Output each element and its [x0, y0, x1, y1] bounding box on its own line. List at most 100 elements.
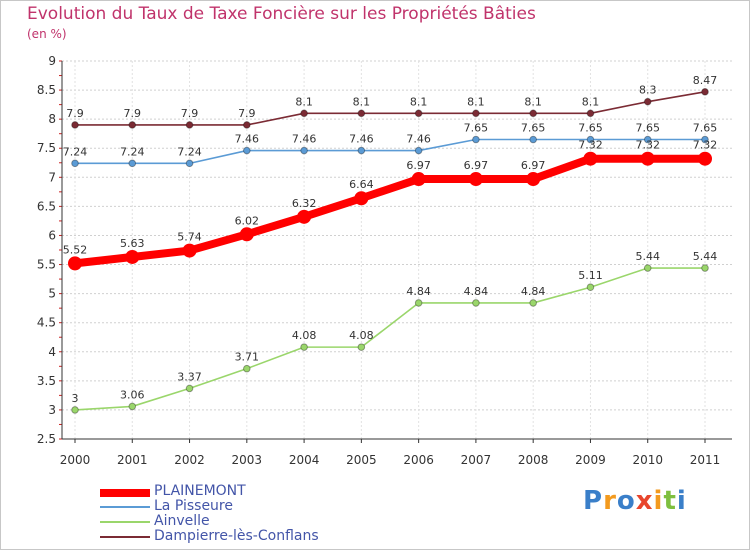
data-point	[357, 146, 366, 155]
legend-label-ainvelle: Ainvelle	[154, 513, 210, 529]
data-point	[586, 283, 595, 292]
data-label: 8.1	[410, 95, 428, 108]
data-point	[354, 191, 369, 206]
data-point	[643, 97, 652, 106]
x-tick-label: 2006	[403, 453, 434, 467]
data-point	[71, 406, 79, 414]
x-tick-label: 2005	[346, 453, 377, 467]
x-tick-label: 2009	[575, 453, 606, 467]
data-point	[526, 172, 541, 187]
data-point	[71, 121, 79, 129]
series-line-la-pisseure	[75, 138, 705, 165]
chart-title: Evolution du Taux de Taxe Foncière sur l…	[27, 4, 536, 24]
data-label: 5.11	[578, 269, 603, 282]
data-point	[472, 109, 480, 118]
y-tick-label: 7	[48, 170, 56, 184]
x-tick-label: 2008	[518, 453, 549, 467]
data-label: 8.1	[582, 95, 600, 108]
data-point	[300, 343, 308, 351]
data-point	[701, 88, 709, 96]
legend-label-dampierre: Dampierre-lès-Conflans	[154, 528, 319, 544]
y-tick-label: 4	[48, 345, 56, 359]
legend-swatch-la-pisseure	[100, 506, 150, 508]
y-tick-label: 7.5	[37, 141, 56, 155]
data-point	[300, 146, 308, 155]
data-label: 7.24	[177, 145, 202, 158]
logo-letter: t	[663, 486, 677, 516]
data-point	[128, 159, 137, 168]
data-label: 8.47	[693, 74, 718, 87]
logo-letter: x	[635, 486, 654, 516]
y-axis-unit: (en %)	[27, 27, 67, 41]
data-label: 7.46	[349, 133, 374, 146]
data-point	[701, 135, 709, 144]
data-point	[128, 402, 137, 411]
data-label: 6.64	[349, 178, 374, 191]
data-point	[68, 256, 82, 271]
data-label: 5.52	[63, 243, 88, 256]
data-label: 7.65	[464, 122, 489, 135]
data-point	[71, 159, 79, 168]
data-point	[640, 151, 655, 166]
data-label: 3	[72, 392, 79, 405]
y-tick-label: 3.5	[37, 374, 56, 388]
x-tick-label: 2002	[174, 453, 205, 467]
y-tick-label: 8	[48, 112, 56, 126]
data-label: 4.84	[521, 285, 546, 298]
legend-label-la-pisseure: La Pisseure	[154, 498, 233, 514]
data-label: 7.46	[292, 133, 317, 146]
data-label: 6.97	[464, 159, 489, 172]
data-label: 6.97	[406, 159, 431, 172]
data-point	[185, 159, 194, 168]
legend-label-plainemont: PLAINEMONT	[154, 483, 246, 499]
x-tick-label: 2000	[60, 453, 91, 467]
data-point	[472, 135, 480, 144]
data-label: 8.1	[295, 95, 313, 108]
data-label: 7.9	[66, 107, 84, 120]
x-tick-label: 2004	[289, 453, 320, 467]
y-tick-label: 9	[48, 54, 56, 68]
data-point	[586, 109, 595, 118]
data-label: 7.46	[235, 133, 260, 146]
data-label: 7.9	[124, 107, 142, 120]
data-label: 5.74	[177, 231, 202, 244]
y-tick-label: 5.5	[37, 258, 56, 272]
y-tick-label: 3	[48, 403, 56, 417]
data-point	[472, 299, 480, 307]
data-label: 7.9	[238, 107, 256, 120]
proxiti-logo: Proxiti	[583, 486, 687, 516]
logo-letter: i	[653, 486, 664, 516]
y-tick-label: 6	[48, 228, 56, 242]
data-point	[583, 151, 598, 166]
series-line-ainvelle	[74, 267, 705, 411]
data-label: 7.65	[693, 122, 718, 135]
data-label: 8.1	[524, 95, 542, 108]
data-point	[239, 227, 254, 242]
data-point	[357, 109, 366, 118]
data-label: 7.9	[181, 107, 199, 120]
y-tick-label: 5	[48, 287, 56, 301]
data-label: 3.06	[120, 388, 145, 401]
data-label: 3.37	[177, 370, 202, 383]
data-label: 4.84	[406, 285, 431, 298]
data-label: 8.3	[639, 84, 657, 97]
data-label: 8.1	[467, 95, 485, 108]
data-point	[586, 135, 595, 144]
data-point	[243, 146, 251, 155]
data-point	[468, 172, 483, 187]
data-point	[300, 109, 308, 118]
y-tick-label: 8.5	[37, 83, 56, 97]
data-label: 4.84	[464, 285, 489, 298]
data-label: 6.02	[235, 214, 260, 227]
data-point	[643, 264, 652, 272]
data-label: 8.1	[353, 95, 371, 108]
x-tick-label: 2003	[232, 453, 263, 467]
data-label: 5.44	[635, 250, 660, 263]
data-label: 7.46	[406, 133, 431, 146]
data-label: 7.24	[120, 145, 145, 158]
legend-swatch-plainemont	[100, 489, 150, 497]
data-point	[125, 249, 140, 264]
legend-swatch-ainvelle	[100, 521, 150, 523]
data-label: 7.65	[635, 122, 660, 135]
data-label: 6.32	[292, 197, 317, 210]
